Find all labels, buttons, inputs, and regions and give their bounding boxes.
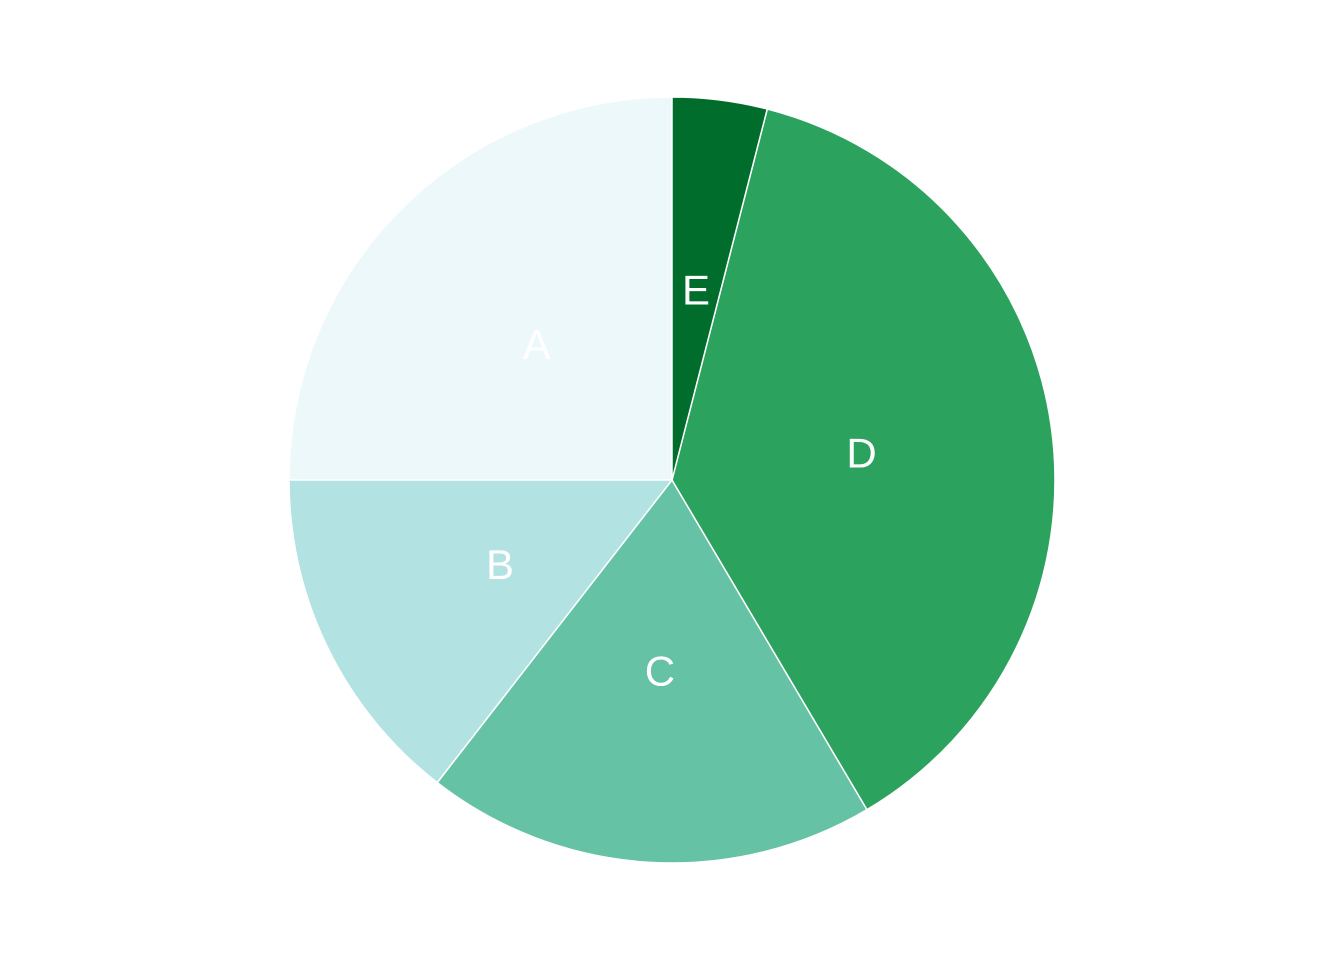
- pie-labels: A B C D E: [486, 267, 877, 695]
- slice-label-d: D: [846, 430, 876, 477]
- slice-label-e: E: [682, 267, 710, 314]
- pie-slice-d: [671, 108, 1056, 811]
- slice-label-c: C: [645, 648, 675, 695]
- pie-slice-a: [288, 96, 673, 481]
- pie-slice-b: [288, 479, 673, 784]
- slice-label-b: B: [486, 541, 514, 588]
- pie-slice-e: [671, 96, 768, 481]
- pie-slices: [288, 96, 1056, 864]
- slice-label-a: A: [523, 321, 551, 368]
- pie-slice-c: [436, 479, 868, 864]
